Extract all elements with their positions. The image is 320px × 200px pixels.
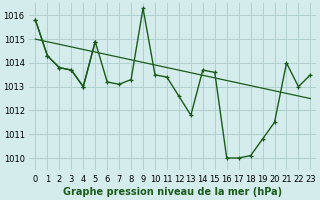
- X-axis label: Graphe pression niveau de la mer (hPa): Graphe pression niveau de la mer (hPa): [63, 187, 283, 197]
